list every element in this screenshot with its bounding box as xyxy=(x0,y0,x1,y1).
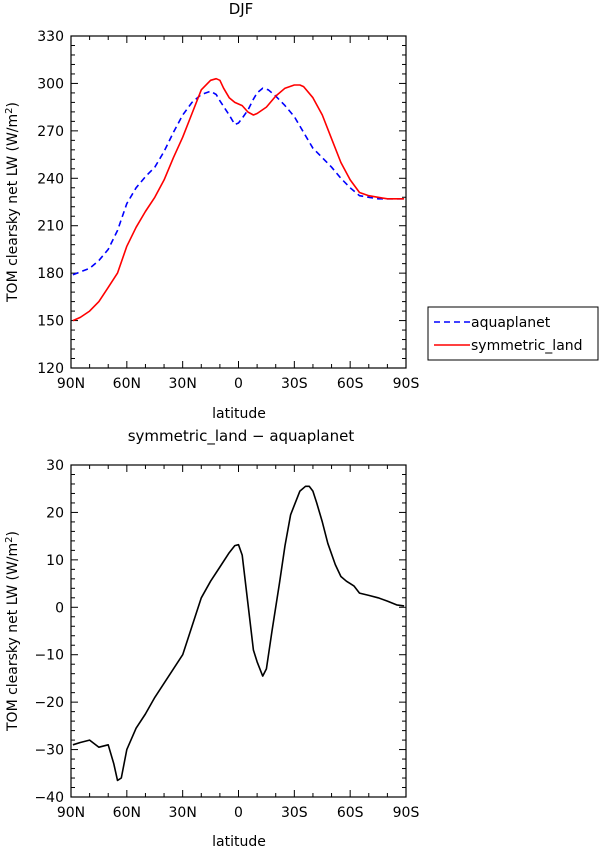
top-chart-x-tick-label: 0 xyxy=(234,376,243,392)
top-chart-x-tick-label: 90N xyxy=(57,376,85,392)
top-chart-y-tick-label: 330 xyxy=(37,29,64,45)
top-chart-y-tick-label: 270 xyxy=(37,124,64,140)
top-chart-x-tick-label: 30N xyxy=(169,376,197,392)
bottom-chart-y-axis-label-close: ) xyxy=(5,531,21,536)
top-chart-y-tick-label: 120 xyxy=(37,361,64,377)
top-chart-series xyxy=(72,77,405,322)
top-chart-series-line-symmetric-land xyxy=(72,77,405,322)
legend: aquaplanet symmetric_land xyxy=(427,306,599,361)
top-chart-x-tick-label: 60N xyxy=(113,376,141,392)
top-chart-title: DJF xyxy=(229,0,254,18)
bottom-chart-x-tick-label: 30S xyxy=(281,805,308,821)
top-chart-y-tick-label: 180 xyxy=(37,266,64,282)
bottom-chart-y-tick-label: 0 xyxy=(55,600,64,616)
bottom-chart-plot-frame xyxy=(70,464,407,798)
top-chart-y-axis-label-close: ) xyxy=(5,102,21,107)
bottom-chart-x-tick-label: 60S xyxy=(337,805,364,821)
bottom-chart-x-tick-label: 30N xyxy=(169,805,197,821)
bottom-chart-y-tick-label: −10 xyxy=(34,648,64,664)
bottom-chart-series-line-1 xyxy=(72,485,405,782)
bottom-chart-y-tick-label: −40 xyxy=(34,790,64,806)
bottom-chart-y-axis-label-main: TOM clearsky net LW (W/m xyxy=(5,543,21,732)
bottom-chart-y-tick-label: −30 xyxy=(34,743,64,759)
bottom-chart-x-tick-label: 90N xyxy=(57,805,85,821)
top-chart-x-axis-label: latitude xyxy=(212,406,266,422)
top-chart-y-axis-label-main: TOM clearsky net LW (W/m xyxy=(5,114,21,303)
bottom-chart-series xyxy=(72,485,405,782)
top-chart-x-tick-label: 90S xyxy=(393,376,420,392)
top-chart-x-tick-label: 60S xyxy=(337,376,364,392)
top-chart-ticks: 90N 60N 30N 0 30S 60S 90S 120 150 180 210 240 270 300… xyxy=(37,29,419,392)
top-chart-series-line-aquaplanet xyxy=(72,87,405,276)
top-chart-y-axis-label-sup: 2 xyxy=(4,107,15,113)
bottom-chart-y-tick-label: −20 xyxy=(34,695,64,711)
top-chart-x-tick-label: 30S xyxy=(281,376,308,392)
bottom-chart-x-tick-label: 0 xyxy=(234,805,243,821)
bottom-chart-y-axis-label-sup: 2 xyxy=(4,536,15,542)
bottom-chart-y-tick-label: 20 xyxy=(46,505,64,521)
top-chart-y-tick-label: 150 xyxy=(37,314,64,330)
bottom-chart-y-axis-label: TOM clearsky net LW (W/m2) xyxy=(4,531,21,732)
bottom-chart-x-axis-label: latitude xyxy=(212,834,266,850)
bottom-chart: symmetric_land − aquaplanet 90N 60N 30N 0 30… xyxy=(4,427,419,850)
top-chart-y-axis-label: TOM clearsky net LW (W/m2) xyxy=(4,102,21,303)
bottom-chart-x-tick-label: 90S xyxy=(393,805,420,821)
legend-label-symmetric-land: symmetric_land xyxy=(471,338,583,354)
top-chart-plot-frame xyxy=(70,35,407,369)
bottom-chart-x-tick-label: 60N xyxy=(113,805,141,821)
bottom-chart-y-tick-label: 10 xyxy=(46,553,64,569)
top-chart: DJF 90N 60N 30N 0 30S 60S 90S 120 150 180 210 240 27… xyxy=(4,0,419,422)
bottom-chart-y-tick-label: 30 xyxy=(46,458,64,474)
legend-box xyxy=(427,306,599,361)
top-chart-y-tick-label: 240 xyxy=(37,171,64,187)
bottom-chart-title: symmetric_land − aquaplanet xyxy=(128,427,355,446)
top-chart-y-tick-label: 300 xyxy=(37,76,64,92)
bottom-chart-ticks: 90N 60N 30N 0 30S 60S 90S −40 −30 −20 −10 0 10 20 30 xyxy=(34,458,419,821)
legend-label-aquaplanet: aquaplanet xyxy=(471,315,551,331)
top-chart-y-tick-label: 210 xyxy=(37,219,64,235)
